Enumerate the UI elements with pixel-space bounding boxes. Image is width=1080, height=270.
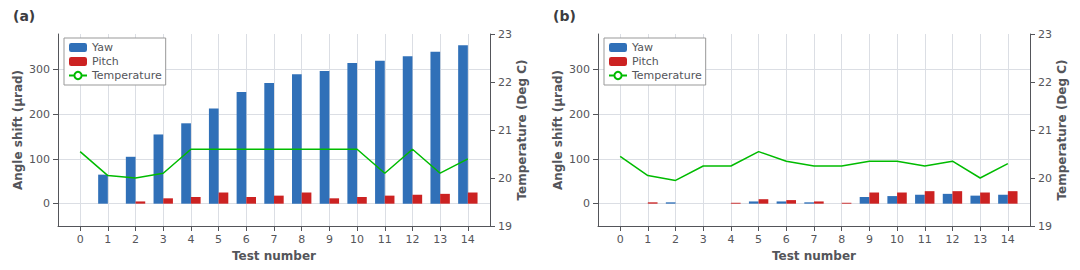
svg-text:4: 4 <box>187 233 194 246</box>
svg-text:13: 13 <box>973 233 987 246</box>
svg-text:Angle shift (μrad): Angle shift (μrad) <box>551 70 565 190</box>
svg-text:6: 6 <box>243 233 250 246</box>
svg-text:10: 10 <box>890 233 904 246</box>
svg-text:0: 0 <box>43 197 50 210</box>
svg-text:6: 6 <box>783 233 790 246</box>
svg-text:300: 300 <box>569 63 590 76</box>
svg-text:14: 14 <box>461 233 475 246</box>
svg-text:10: 10 <box>350 233 364 246</box>
svg-text:Test number: Test number <box>232 249 316 263</box>
svg-text:0: 0 <box>617 233 624 246</box>
svg-text:100: 100 <box>569 153 590 166</box>
svg-text:3: 3 <box>700 233 707 246</box>
svg-text:12: 12 <box>405 233 419 246</box>
svg-text:Pitch: Pitch <box>632 55 659 68</box>
svg-text:23: 23 <box>498 28 512 41</box>
svg-text:1: 1 <box>104 233 111 246</box>
svg-text:Temperature: Temperature <box>91 69 162 82</box>
svg-text:21: 21 <box>498 124 512 137</box>
svg-text:Angle shift (μrad): Angle shift (μrad) <box>11 70 25 190</box>
svg-text:Yaw: Yaw <box>631 41 653 54</box>
svg-text:Temperature (Deg C): Temperature (Deg C) <box>1055 59 1069 200</box>
svg-text:11: 11 <box>378 233 392 246</box>
svg-text:8: 8 <box>838 233 845 246</box>
svg-text:1: 1 <box>644 233 651 246</box>
svg-text:11: 11 <box>918 233 932 246</box>
svg-text:200: 200 <box>569 108 590 121</box>
svg-text:200: 200 <box>29 108 50 121</box>
svg-text:Test number: Test number <box>772 249 856 263</box>
svg-text:2: 2 <box>672 233 679 246</box>
svg-text:19: 19 <box>498 220 512 233</box>
svg-text:20: 20 <box>1038 172 1052 185</box>
svg-text:8: 8 <box>298 233 305 246</box>
svg-text:(a): (a) <box>13 8 35 24</box>
svg-text:4: 4 <box>727 233 734 246</box>
svg-text:3: 3 <box>160 233 167 246</box>
svg-text:20: 20 <box>498 172 512 185</box>
svg-text:19: 19 <box>1038 220 1052 233</box>
svg-text:5: 5 <box>755 233 762 246</box>
svg-text:9: 9 <box>866 233 873 246</box>
svg-text:Temperature (Deg C): Temperature (Deg C) <box>515 59 529 200</box>
svg-text:23: 23 <box>1038 28 1052 41</box>
svg-text:5: 5 <box>215 233 222 246</box>
svg-text:14: 14 <box>1001 233 1015 246</box>
svg-text:Temperature: Temperature <box>631 69 702 82</box>
svg-text:7: 7 <box>271 233 278 246</box>
svg-text:Yaw: Yaw <box>91 41 113 54</box>
svg-text:300: 300 <box>29 63 50 76</box>
svg-text:13: 13 <box>433 233 447 246</box>
svg-text:0: 0 <box>77 233 84 246</box>
svg-text:22: 22 <box>498 76 512 89</box>
svg-text:7: 7 <box>811 233 818 246</box>
svg-text:9: 9 <box>326 233 333 246</box>
svg-text:2: 2 <box>132 233 139 246</box>
svg-text:12: 12 <box>945 233 959 246</box>
svg-text:22: 22 <box>1038 76 1052 89</box>
svg-text:0: 0 <box>583 197 590 210</box>
svg-text:(b): (b) <box>553 8 576 24</box>
svg-text:21: 21 <box>1038 124 1052 137</box>
svg-text:100: 100 <box>29 153 50 166</box>
svg-text:Pitch: Pitch <box>92 55 119 68</box>
